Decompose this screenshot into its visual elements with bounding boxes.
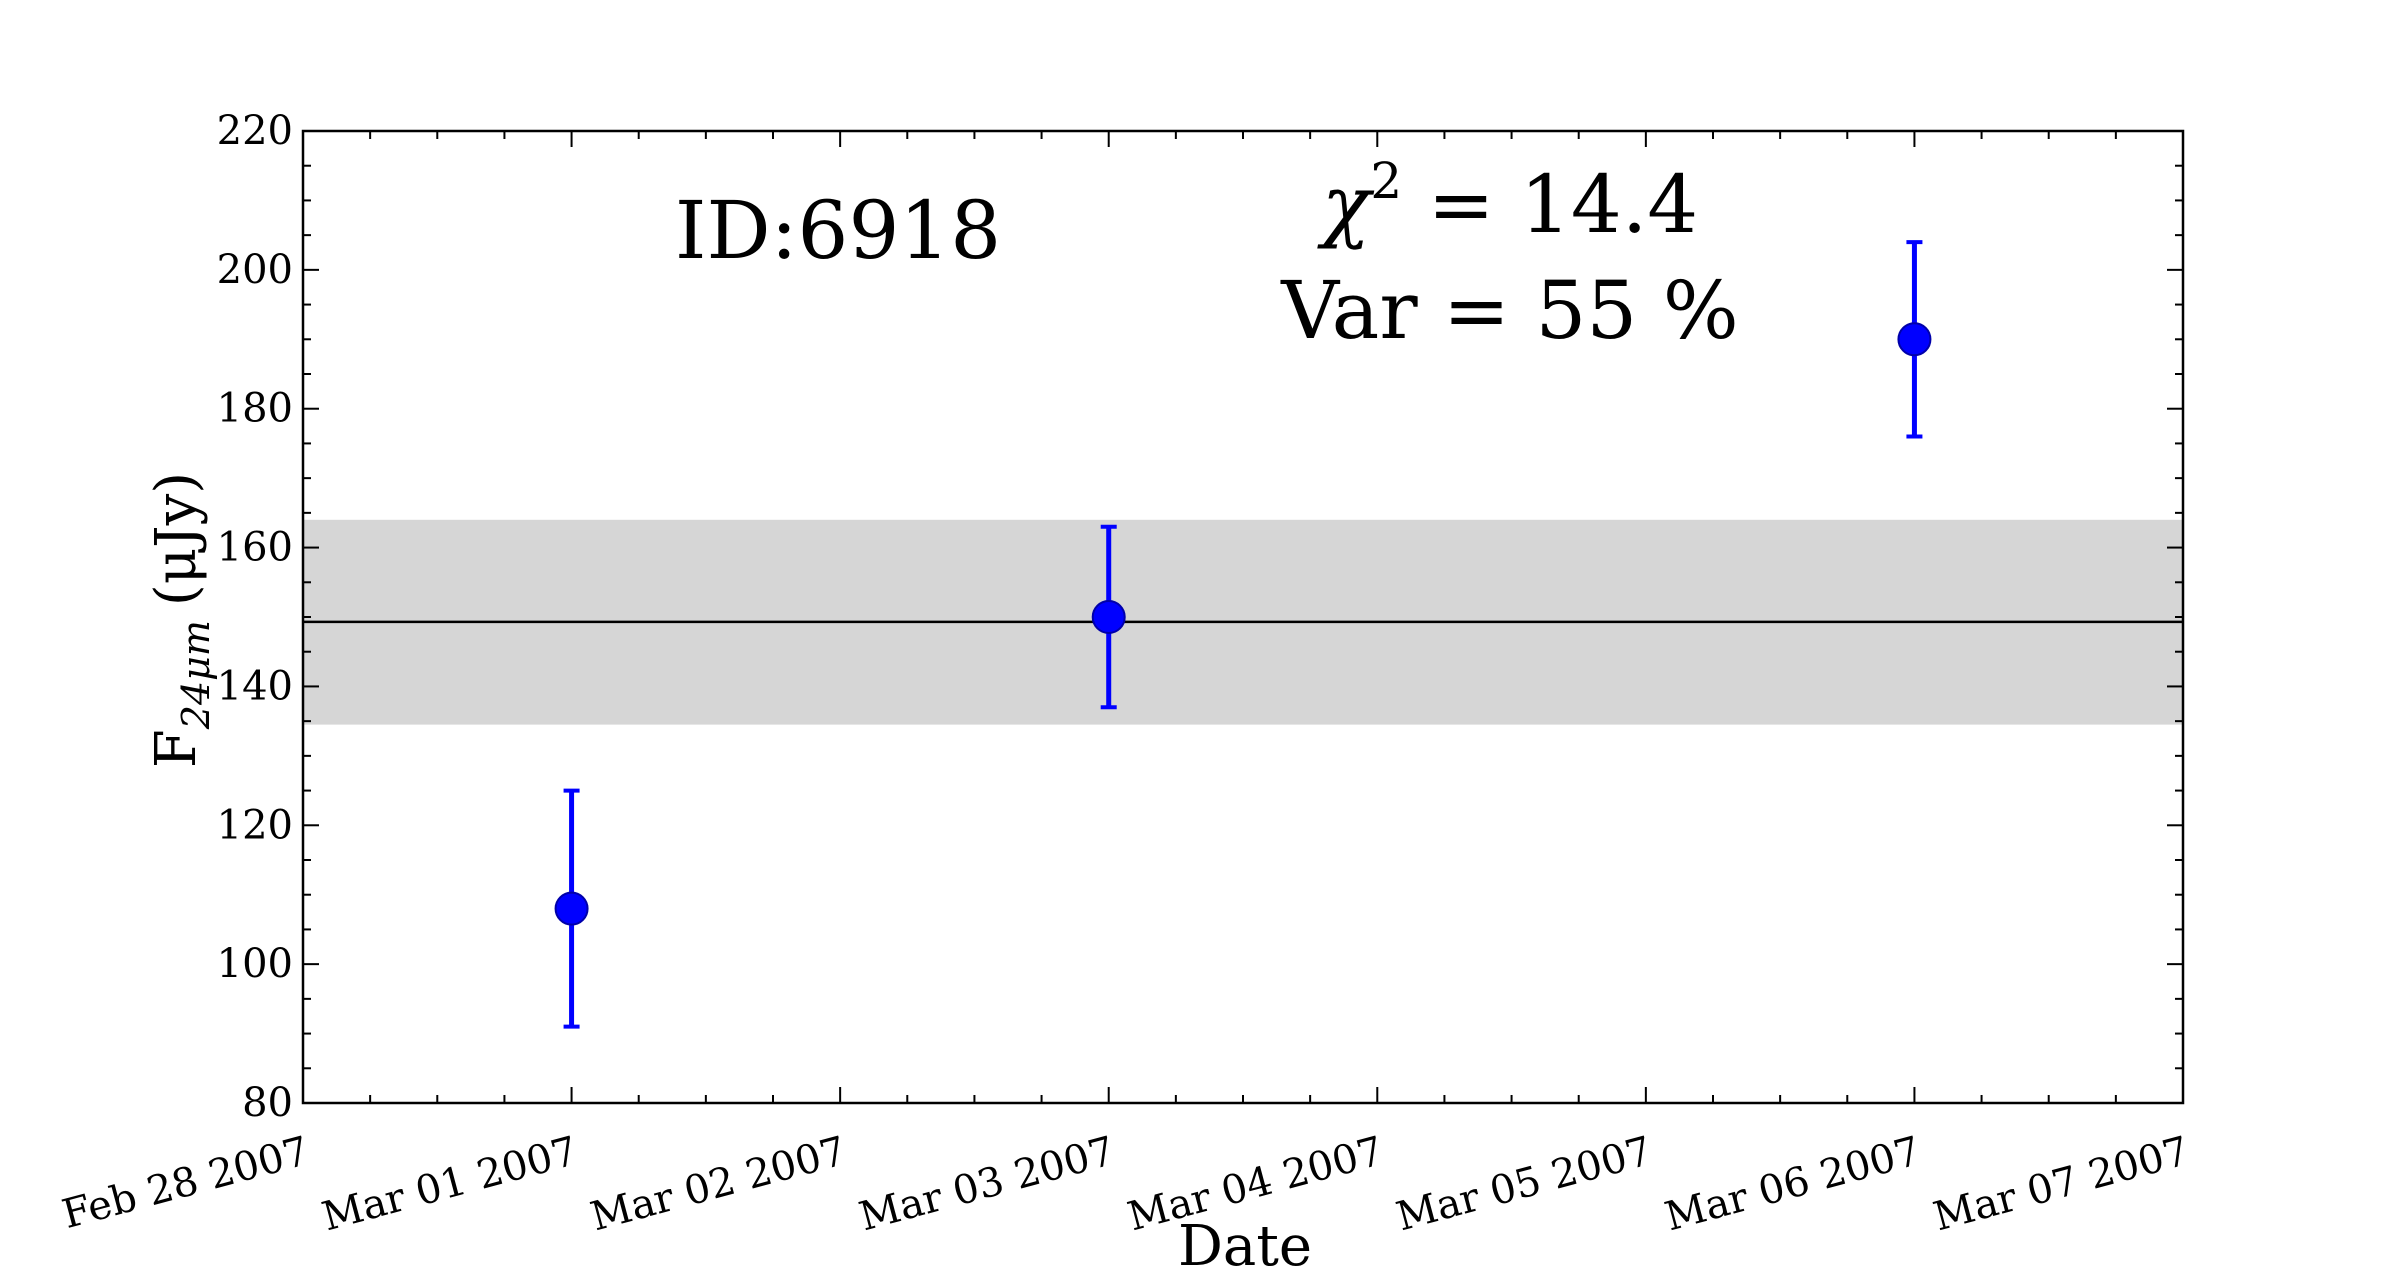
x-tick-label: Mar 02 2007 xyxy=(586,1128,851,1240)
object-id-label: ID:6918 xyxy=(675,184,1001,277)
y-tick-label: 220 xyxy=(217,108,293,154)
y-tick-label: 80 xyxy=(242,1080,293,1126)
data-point-1 xyxy=(1091,600,1126,634)
y-axis-title: F24μm (μJy) xyxy=(144,472,218,768)
x-tick-label: Mar 05 2007 xyxy=(1392,1128,1657,1240)
axis-ticks xyxy=(302,130,2184,1104)
y-tick-label: 140 xyxy=(217,663,293,709)
y-axis-title-unit: (μJy) xyxy=(144,472,209,606)
x-tick-label: Mar 07 2007 xyxy=(1929,1128,2194,1240)
chi-squared-power: 2 xyxy=(1370,152,1402,210)
plot-area xyxy=(301,129,2185,1105)
y-tick-label: 200 xyxy=(217,247,293,293)
y-axis-title-subscript: 24μm xyxy=(174,620,218,730)
chi-squared-value: = 14.4 xyxy=(1402,158,1698,251)
y-tick-label: 180 xyxy=(217,386,293,432)
chi-squared-symbol: χ xyxy=(1317,158,1375,251)
x-tick-label: Mar 06 2007 xyxy=(1660,1128,1925,1240)
x-tick-labels: Feb 28 2007 Mar 01 2007 Mar 02 2007 Mar 03 … xyxy=(58,1128,2194,1240)
y-tick-label: 100 xyxy=(217,941,293,987)
variability-label: Var = 55 % xyxy=(1280,264,1739,357)
chi-squared-label: χ2 = 14.4 xyxy=(1317,152,1698,251)
y-tick-label: 120 xyxy=(217,802,293,848)
x-tick-label: Feb 28 2007 xyxy=(58,1128,314,1238)
x-tick-label: Mar 01 2007 xyxy=(317,1128,582,1240)
y-tick-label: 160 xyxy=(217,525,293,571)
data-point-2 xyxy=(1897,322,1932,357)
x-axis-title: Date xyxy=(1178,1214,1312,1279)
y-tick-labels: 80 100 120 140 160 180 200 220 xyxy=(217,108,293,1126)
y-axis-title-main: F xyxy=(144,729,209,768)
x-tick-label: Mar 03 2007 xyxy=(855,1128,1120,1240)
data-point-0 xyxy=(554,891,589,926)
